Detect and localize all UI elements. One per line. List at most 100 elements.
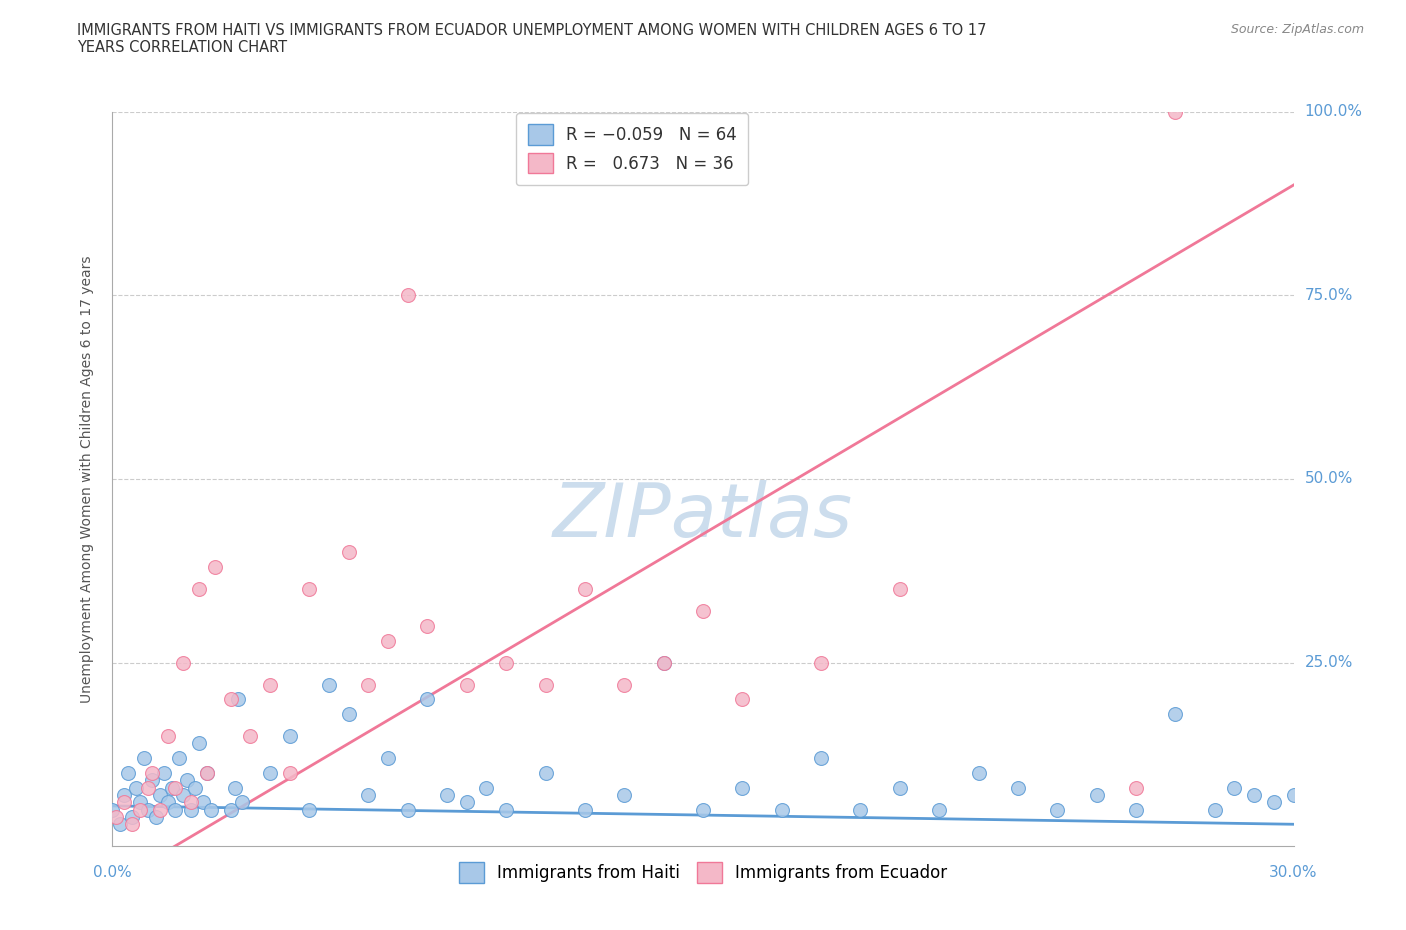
Point — [396, 802, 419, 817]
Point — [136, 780, 159, 795]
Point — [231, 795, 253, 810]
Point — [928, 802, 950, 817]
Point — [129, 795, 152, 810]
Point — [1164, 104, 1187, 119]
Point — [149, 802, 172, 817]
Point — [731, 780, 754, 795]
Text: IMMIGRANTS FROM HAITI VS IMMIGRANTS FROM ECUADOR UNEMPLOYMENT AMONG WOMEN WITH C: IMMIGRANTS FROM HAITI VS IMMIGRANTS FROM… — [77, 23, 987, 38]
Point — [495, 656, 517, 671]
Point — [125, 780, 148, 795]
Point — [1125, 802, 1147, 817]
Point — [357, 788, 380, 803]
Point — [377, 751, 399, 765]
Point — [195, 765, 218, 780]
Point — [436, 788, 458, 803]
Point — [574, 802, 596, 817]
Point — [224, 780, 246, 795]
Point — [172, 788, 194, 803]
Point — [692, 604, 714, 618]
Point — [136, 802, 159, 817]
Point — [337, 707, 360, 722]
Point — [176, 773, 198, 788]
Point — [141, 773, 163, 788]
Point — [101, 802, 124, 817]
Point — [180, 795, 202, 810]
Point — [105, 809, 128, 824]
Point — [219, 692, 242, 707]
Text: ZIPatlas: ZIPatlas — [553, 480, 853, 551]
Point — [534, 677, 557, 692]
Point — [1046, 802, 1069, 817]
Point — [377, 633, 399, 648]
Point — [396, 288, 419, 303]
Legend: Immigrants from Haiti, Immigrants from Ecuador: Immigrants from Haiti, Immigrants from E… — [453, 856, 953, 889]
Text: 25.0%: 25.0% — [1305, 655, 1353, 671]
Point — [219, 802, 242, 817]
Point — [259, 765, 281, 780]
Point — [416, 618, 439, 633]
Point — [259, 677, 281, 692]
Point — [184, 780, 207, 795]
Point — [495, 802, 517, 817]
Point — [156, 729, 179, 744]
Point — [967, 765, 990, 780]
Point — [110, 817, 132, 831]
Point — [188, 582, 211, 597]
Point — [1223, 780, 1246, 795]
Text: 30.0%: 30.0% — [1270, 865, 1317, 880]
Point — [278, 729, 301, 744]
Point — [810, 751, 832, 765]
Point — [456, 795, 478, 810]
Point — [613, 788, 636, 803]
Point — [112, 795, 135, 810]
Point — [149, 788, 172, 803]
Y-axis label: Unemployment Among Women with Children Ages 6 to 17 years: Unemployment Among Women with Children A… — [80, 255, 94, 703]
Point — [239, 729, 262, 744]
Point — [849, 802, 872, 817]
Point — [1204, 802, 1226, 817]
Point — [112, 788, 135, 803]
Point — [1125, 780, 1147, 795]
Point — [129, 802, 152, 817]
Point — [169, 751, 191, 765]
Point — [456, 677, 478, 692]
Text: 75.0%: 75.0% — [1305, 287, 1353, 303]
Text: YEARS CORRELATION CHART: YEARS CORRELATION CHART — [77, 40, 287, 55]
Text: 50.0%: 50.0% — [1305, 472, 1353, 486]
Point — [204, 560, 226, 575]
Point — [889, 780, 911, 795]
Text: 100.0%: 100.0% — [1305, 104, 1362, 119]
Point — [165, 802, 187, 817]
Point — [337, 545, 360, 560]
Point — [195, 765, 218, 780]
Point — [156, 795, 179, 810]
Point — [160, 780, 183, 795]
Text: Source: ZipAtlas.com: Source: ZipAtlas.com — [1230, 23, 1364, 36]
Point — [172, 656, 194, 671]
Point — [152, 765, 174, 780]
Point — [357, 677, 380, 692]
Point — [534, 765, 557, 780]
Point — [889, 582, 911, 597]
Point — [278, 765, 301, 780]
Point — [228, 692, 250, 707]
Point — [1164, 707, 1187, 722]
Point — [141, 765, 163, 780]
Point — [613, 677, 636, 692]
Text: 0.0%: 0.0% — [93, 865, 132, 880]
Point — [188, 736, 211, 751]
Point — [298, 582, 321, 597]
Point — [132, 751, 155, 765]
Point — [1282, 788, 1305, 803]
Point — [180, 802, 202, 817]
Point — [416, 692, 439, 707]
Point — [475, 780, 498, 795]
Point — [1085, 788, 1108, 803]
Point — [191, 795, 214, 810]
Point — [200, 802, 222, 817]
Point — [692, 802, 714, 817]
Point — [318, 677, 340, 692]
Point — [121, 817, 143, 831]
Point — [1263, 795, 1285, 810]
Point — [810, 656, 832, 671]
